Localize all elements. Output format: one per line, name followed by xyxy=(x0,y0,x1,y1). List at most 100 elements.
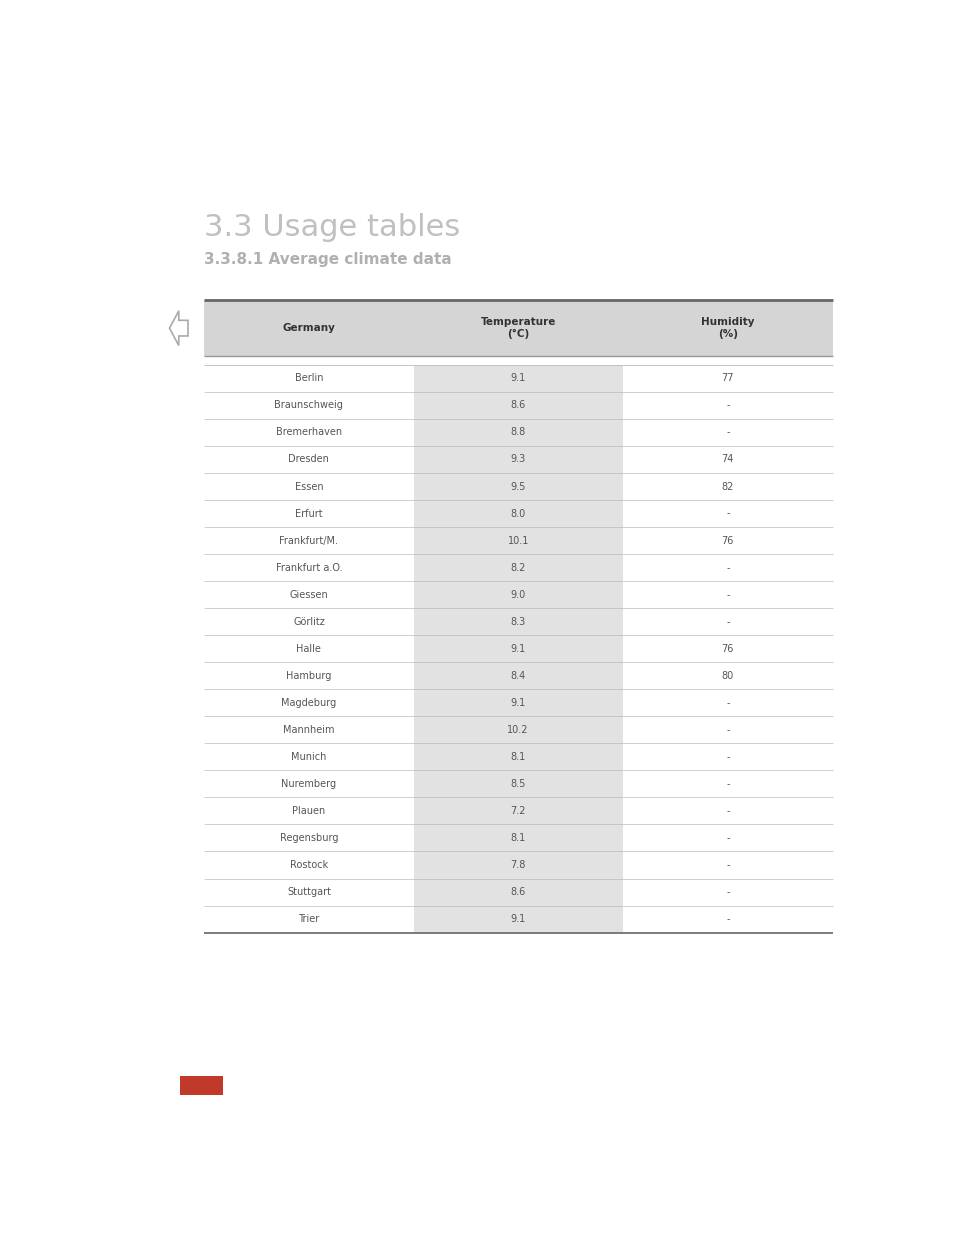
Text: 9.5: 9.5 xyxy=(510,482,525,492)
Bar xyxy=(204,851,413,879)
Text: 9.1: 9.1 xyxy=(510,643,525,653)
Text: Germany: Germany xyxy=(282,324,335,334)
Text: 8.8: 8.8 xyxy=(510,428,525,438)
Bar xyxy=(204,879,413,905)
Text: 7.2: 7.2 xyxy=(510,806,525,816)
Bar xyxy=(180,1076,222,1095)
Text: -: - xyxy=(725,887,729,897)
Bar xyxy=(204,581,413,608)
Bar xyxy=(622,581,832,608)
Text: -: - xyxy=(725,400,729,410)
Text: -: - xyxy=(725,428,729,438)
Text: 10.1: 10.1 xyxy=(507,535,528,545)
Text: 10.2: 10.2 xyxy=(507,725,528,735)
Text: 9.1: 9.1 xyxy=(510,374,525,384)
Text: Mannheim: Mannheim xyxy=(283,725,335,735)
Text: 76: 76 xyxy=(720,535,733,545)
Bar xyxy=(204,716,413,744)
Bar xyxy=(413,608,622,636)
Text: -: - xyxy=(725,779,729,789)
Bar xyxy=(204,690,413,716)
Text: -: - xyxy=(725,697,729,707)
Bar xyxy=(413,824,622,851)
Text: 3.3.8.1 Average climate data: 3.3.8.1 Average climate data xyxy=(204,252,452,267)
Bar xyxy=(413,527,622,554)
Text: Frankfurt/M.: Frankfurt/M. xyxy=(279,535,338,545)
Bar xyxy=(622,636,832,662)
Text: -: - xyxy=(725,509,729,519)
Bar xyxy=(413,300,622,356)
Text: 8.4: 8.4 xyxy=(510,671,525,681)
Bar xyxy=(204,905,413,933)
Bar xyxy=(204,419,413,446)
Text: Magdeburg: Magdeburg xyxy=(281,697,336,707)
Bar xyxy=(622,851,832,879)
Text: Plauen: Plauen xyxy=(292,806,325,816)
Bar xyxy=(413,446,622,473)
Bar xyxy=(413,500,622,527)
Text: 8.2: 8.2 xyxy=(510,563,525,573)
Bar xyxy=(622,770,832,798)
Text: Temperature
(°C): Temperature (°C) xyxy=(480,317,556,339)
Bar xyxy=(622,716,832,744)
Text: Erfurt: Erfurt xyxy=(294,509,322,519)
Bar xyxy=(204,744,413,770)
Bar xyxy=(204,527,413,554)
Text: Dresden: Dresden xyxy=(288,454,329,464)
Text: -: - xyxy=(725,860,729,870)
Bar xyxy=(622,690,832,716)
Bar xyxy=(413,365,622,393)
Bar xyxy=(413,905,622,933)
Bar xyxy=(413,851,622,879)
Bar xyxy=(204,446,413,473)
Text: Giessen: Giessen xyxy=(289,589,328,599)
Text: Stuttgart: Stuttgart xyxy=(287,887,331,897)
Bar xyxy=(413,798,622,824)
Bar xyxy=(413,393,622,419)
Text: -: - xyxy=(725,914,729,924)
Bar xyxy=(413,770,622,798)
Text: Bremerhaven: Bremerhaven xyxy=(275,428,341,438)
Bar xyxy=(622,608,832,636)
Text: 9.3: 9.3 xyxy=(510,454,525,464)
Bar xyxy=(622,500,832,527)
Bar xyxy=(622,527,832,554)
Text: 9.0: 9.0 xyxy=(510,589,525,599)
Bar xyxy=(622,879,832,905)
Bar xyxy=(204,636,413,662)
Bar xyxy=(413,879,622,905)
Text: 8.6: 8.6 xyxy=(510,400,525,410)
Bar xyxy=(413,662,622,690)
Text: -: - xyxy=(725,833,729,843)
Text: 80: 80 xyxy=(720,671,733,681)
Text: -: - xyxy=(725,752,729,762)
Bar xyxy=(622,905,832,933)
Bar xyxy=(413,473,622,500)
Text: 74: 74 xyxy=(720,454,733,464)
Text: Görlitz: Görlitz xyxy=(293,617,324,627)
Text: Braunschweig: Braunschweig xyxy=(274,400,343,410)
Text: 3.3 Usage tables: 3.3 Usage tables xyxy=(204,213,460,242)
Text: Humidity
(%): Humidity (%) xyxy=(700,317,754,339)
Bar xyxy=(622,798,832,824)
Text: 7.8: 7.8 xyxy=(510,860,525,870)
Text: Halle: Halle xyxy=(296,643,321,653)
Text: Munich: Munich xyxy=(291,752,326,762)
Text: Nuremberg: Nuremberg xyxy=(281,779,336,789)
Text: Essen: Essen xyxy=(294,482,323,492)
Bar xyxy=(622,662,832,690)
Text: 77: 77 xyxy=(720,374,733,384)
Bar xyxy=(204,365,413,393)
Bar xyxy=(204,554,413,581)
Bar xyxy=(413,716,622,744)
Bar xyxy=(413,636,622,662)
Bar xyxy=(622,744,832,770)
Text: -: - xyxy=(725,806,729,816)
Bar xyxy=(204,300,413,356)
Bar xyxy=(413,744,622,770)
Text: 160: 160 xyxy=(191,1080,212,1090)
Text: 8.1: 8.1 xyxy=(510,752,525,762)
Text: 8.5: 8.5 xyxy=(510,779,525,789)
Bar xyxy=(413,419,622,446)
Text: 82: 82 xyxy=(720,482,733,492)
